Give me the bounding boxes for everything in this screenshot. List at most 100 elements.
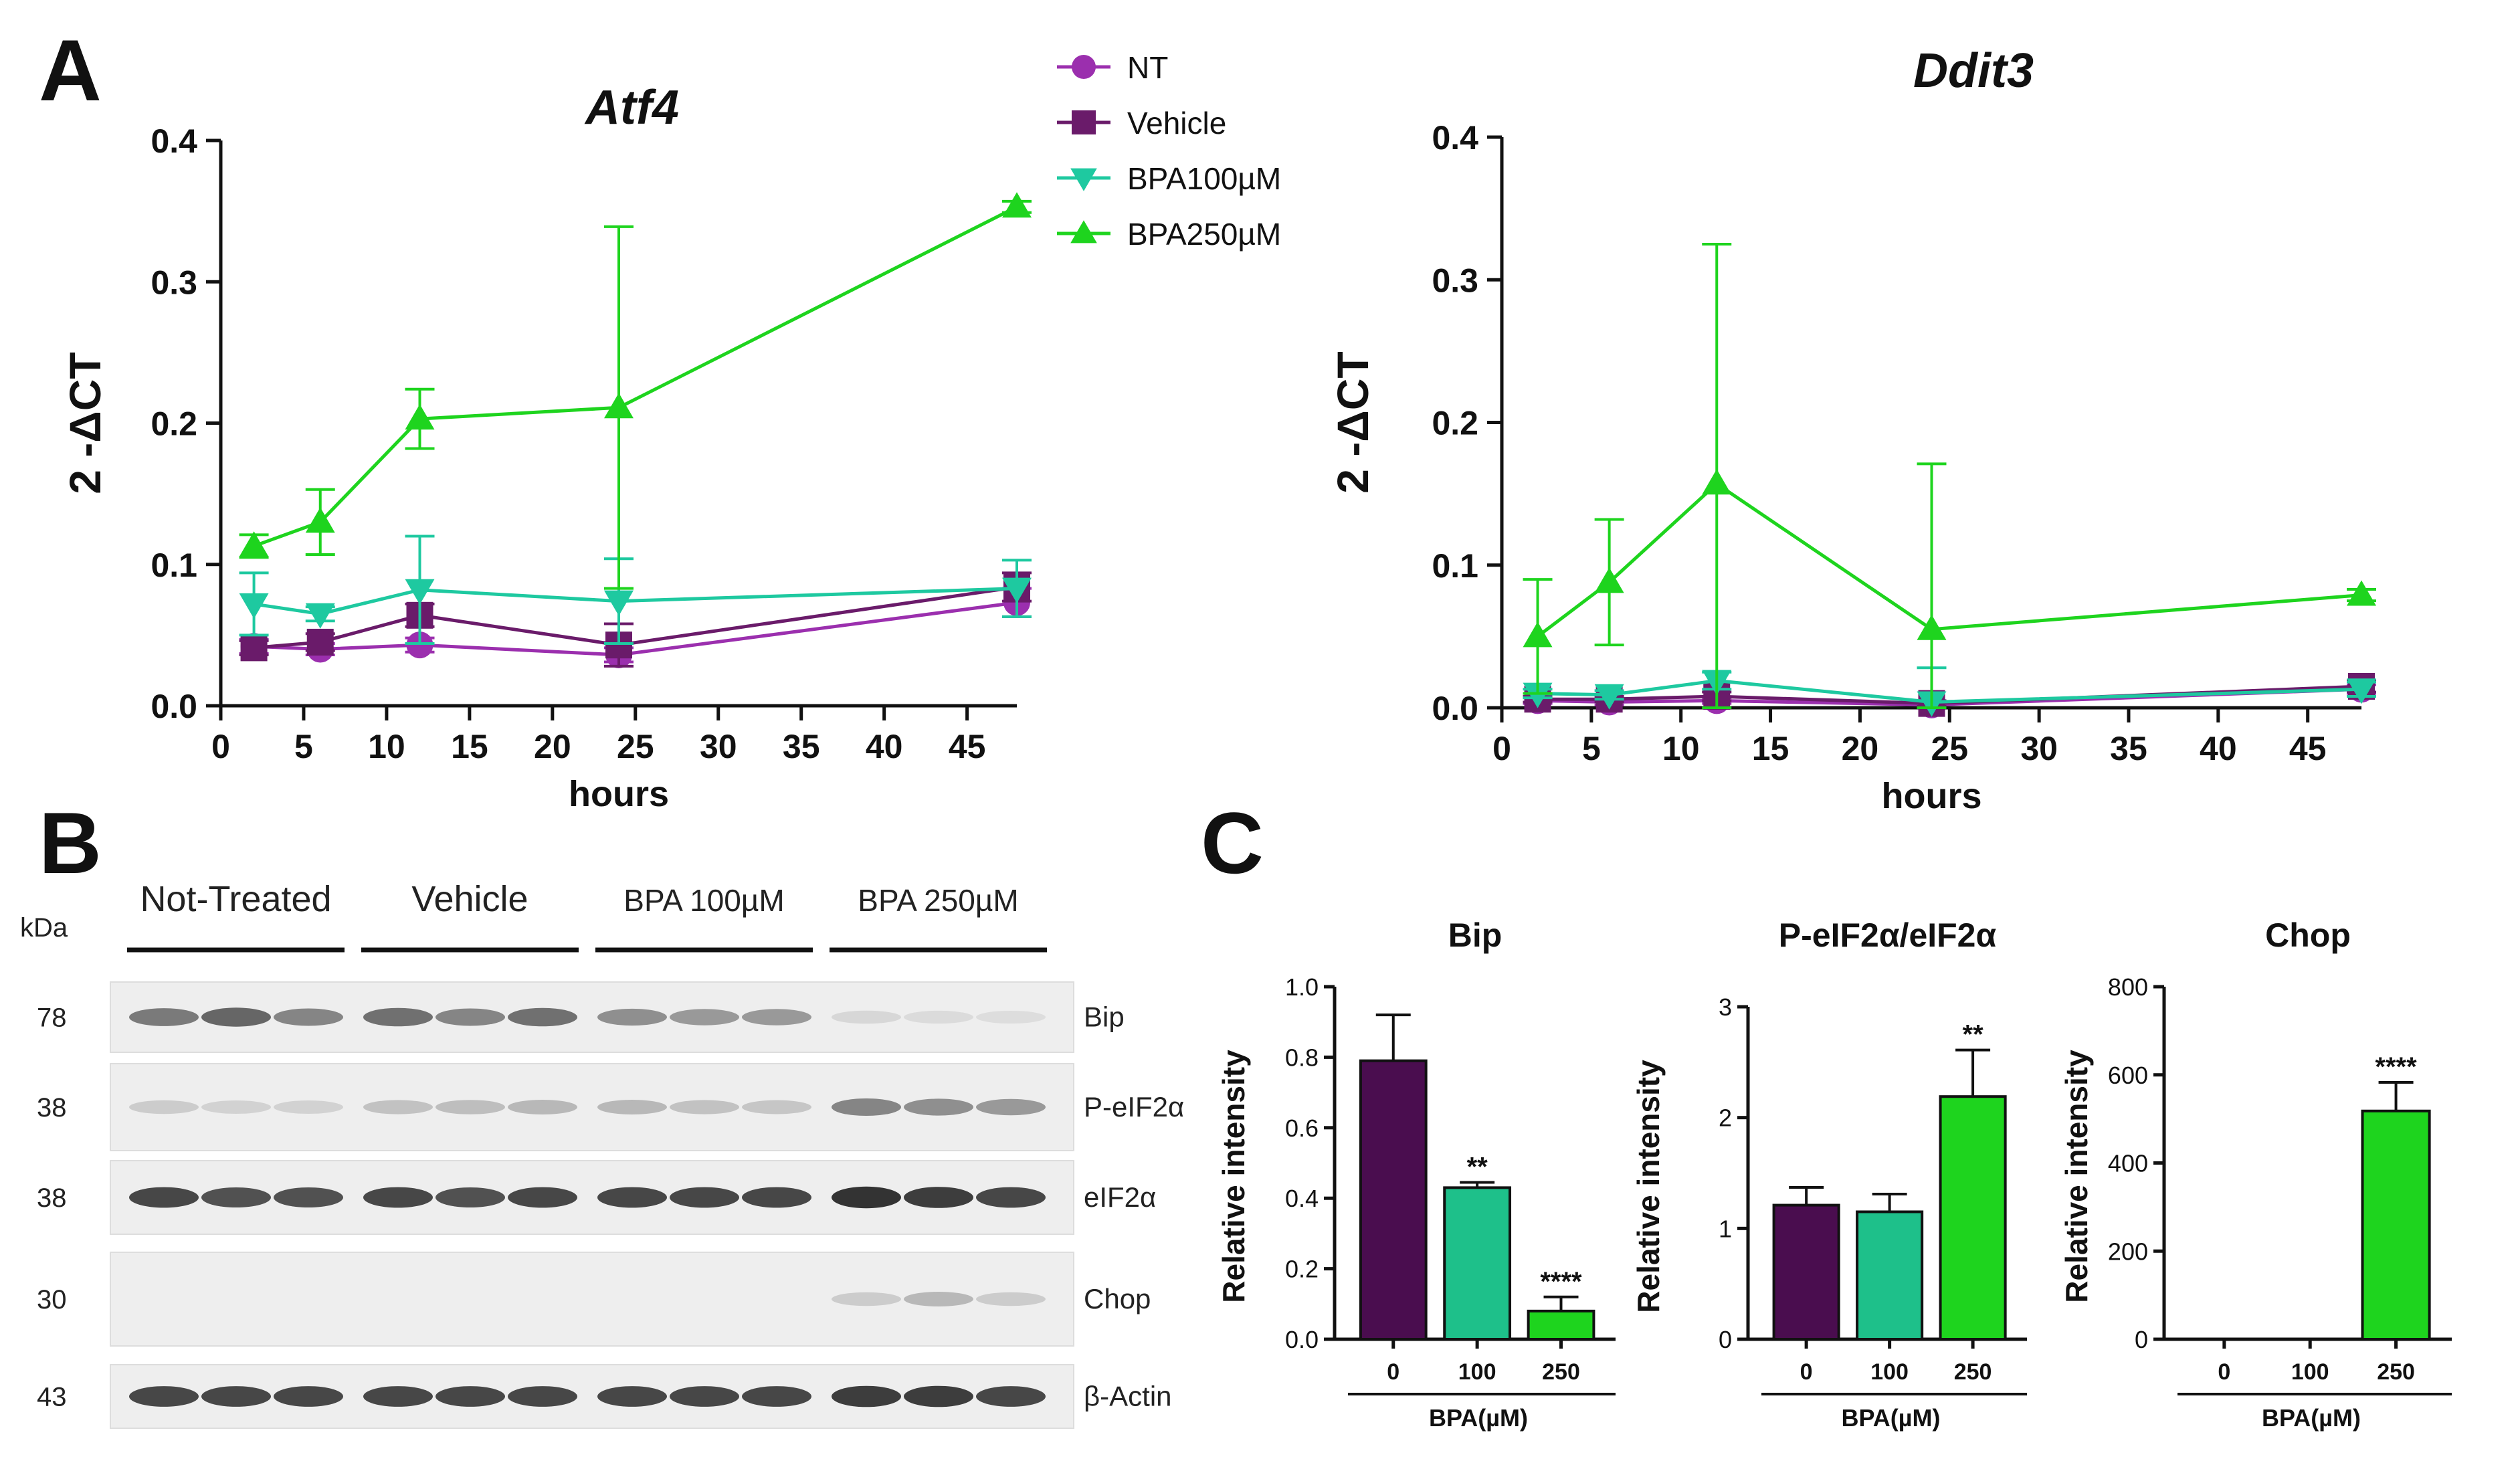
chart-title: Bip: [1448, 916, 1503, 954]
data-point: [406, 631, 433, 659]
band: [597, 1100, 667, 1114]
data-point: [405, 579, 435, 605]
y-tick-label: 0.2: [1432, 405, 1478, 442]
x-tick-label: 20: [534, 728, 571, 765]
legend: NT Vehicle BPA100µM BPA250µM: [1057, 50, 1281, 252]
blot-row: 43 β-Actin: [37, 1364, 1172, 1429]
x-tick-label: 40: [866, 728, 903, 765]
band: [201, 1007, 271, 1027]
bar: [2361, 1109, 2431, 1341]
chart-title: Ddit3: [1913, 44, 2034, 98]
legend-label: Vehicle: [1127, 106, 1226, 140]
chart-title: P-eIF2α/eIF2α: [1779, 916, 1997, 954]
y-tick-label: 2: [1719, 1104, 1732, 1132]
band: [742, 1187, 811, 1208]
x-tick-label: 0: [1492, 730, 1511, 767]
data-point: [604, 393, 634, 419]
legend-marker: [1072, 55, 1096, 79]
y-tick-label: 0.6: [1285, 1114, 1319, 1142]
band: [832, 1186, 901, 1209]
x-tick-label: 15: [1752, 730, 1789, 767]
y-tick-label: 3: [1719, 993, 1732, 1021]
x-tick-label: 0: [2218, 1359, 2230, 1385]
band: [435, 1386, 505, 1407]
x-axis-label: BPA(µM): [2262, 1404, 2361, 1432]
legend-item: BPA250µM: [1057, 217, 1281, 252]
data-point: [1002, 577, 1032, 603]
data-point: [604, 590, 634, 616]
x-tick-label: 10: [1662, 730, 1700, 767]
atf4-line-chart: Atf4 0.0 0.1 0.2 0.3 0.4 0 5 10 15 20 25 30 35 40 45 hou…: [60, 81, 1032, 814]
band: [129, 1100, 199, 1114]
x-tick-label: 45: [949, 728, 986, 765]
legend-marker: [1070, 220, 1097, 243]
lane-group-label: Vehicle: [411, 879, 528, 919]
x-tick-label: 5: [294, 728, 313, 765]
band: [435, 1100, 505, 1114]
y-tick-label: 0.0: [1432, 690, 1478, 727]
lane-group-label: BPA 100µM: [623, 883, 784, 918]
band: [742, 1009, 811, 1026]
x-tick-label: 100: [1870, 1359, 1909, 1385]
legend-label: BPA250µM: [1127, 217, 1281, 252]
y-tick-label: 0.4: [1285, 1185, 1319, 1212]
data-point: [306, 628, 334, 656]
blot-row: 38 P-eIF2α: [37, 1063, 1184, 1151]
band: [274, 1187, 343, 1207]
series: [1523, 242, 2376, 709]
y-axis-label: Relative intensity: [1216, 1050, 1251, 1303]
legend-label: BPA100µM: [1127, 161, 1281, 196]
band: [363, 1100, 433, 1114]
blot-row: 30 Chop: [37, 1252, 1151, 1347]
x-tick-label: 100: [2291, 1359, 2329, 1385]
data-point: [1002, 192, 1032, 218]
y-tick-label: 600: [2108, 1062, 2148, 1089]
x-tick-label: 10: [368, 728, 405, 765]
x-tick-label: 40: [2200, 730, 2237, 767]
band: [274, 1100, 343, 1114]
y-tick-label: 0.8: [1285, 1044, 1319, 1071]
chart-title: Atf4: [584, 81, 679, 134]
blot-row: 78 Bip: [37, 981, 1125, 1053]
x-tick-label: 100: [1458, 1359, 1496, 1385]
series: [239, 534, 1032, 646]
panel-label-b: B: [39, 794, 102, 892]
x-tick-label: 0: [1387, 1359, 1399, 1385]
legend-item: BPA100µM: [1057, 161, 1281, 196]
y-tick-label: 0.0: [151, 688, 197, 725]
y-tick-label: 1.0: [1285, 973, 1319, 1001]
band: [976, 1187, 1046, 1208]
kda-value: 38: [37, 1093, 67, 1123]
y-tick-label: 0.4: [151, 122, 197, 160]
y-tick-label: 0.1: [1432, 547, 1478, 585]
band: [201, 1386, 271, 1407]
series: [239, 192, 1032, 590]
x-tick-label: 25: [1931, 730, 1968, 767]
data-point: [1702, 469, 1732, 495]
x-tick-label: 0: [211, 728, 230, 765]
y-tick-label: 1: [1719, 1215, 1732, 1242]
data-point: [239, 531, 269, 557]
band: [129, 1187, 199, 1208]
band: [670, 1009, 739, 1026]
band: [435, 1187, 505, 1207]
y-tick-label: 0.2: [151, 405, 197, 443]
protein-label: Bip: [1084, 1001, 1125, 1033]
y-tick-label: 0.3: [1432, 262, 1478, 299]
significance-label: ****: [1540, 1267, 1582, 1296]
x-tick-label: 45: [2289, 730, 2327, 767]
band: [832, 1010, 901, 1024]
kda-value: 30: [37, 1285, 67, 1314]
legend-marker: [1072, 110, 1096, 134]
data-point: [405, 404, 435, 430]
band: [976, 1292, 1046, 1306]
legend-item: NT: [1057, 50, 1168, 85]
band: [976, 1098, 1046, 1116]
data-point: [2347, 678, 2376, 704]
band: [201, 1187, 271, 1207]
x-tick-label: 30: [700, 728, 737, 765]
y-tick-label: 0.1: [151, 547, 197, 584]
panel-label-c: C: [1201, 794, 1264, 892]
x-tick-label: 250: [2377, 1359, 2415, 1385]
